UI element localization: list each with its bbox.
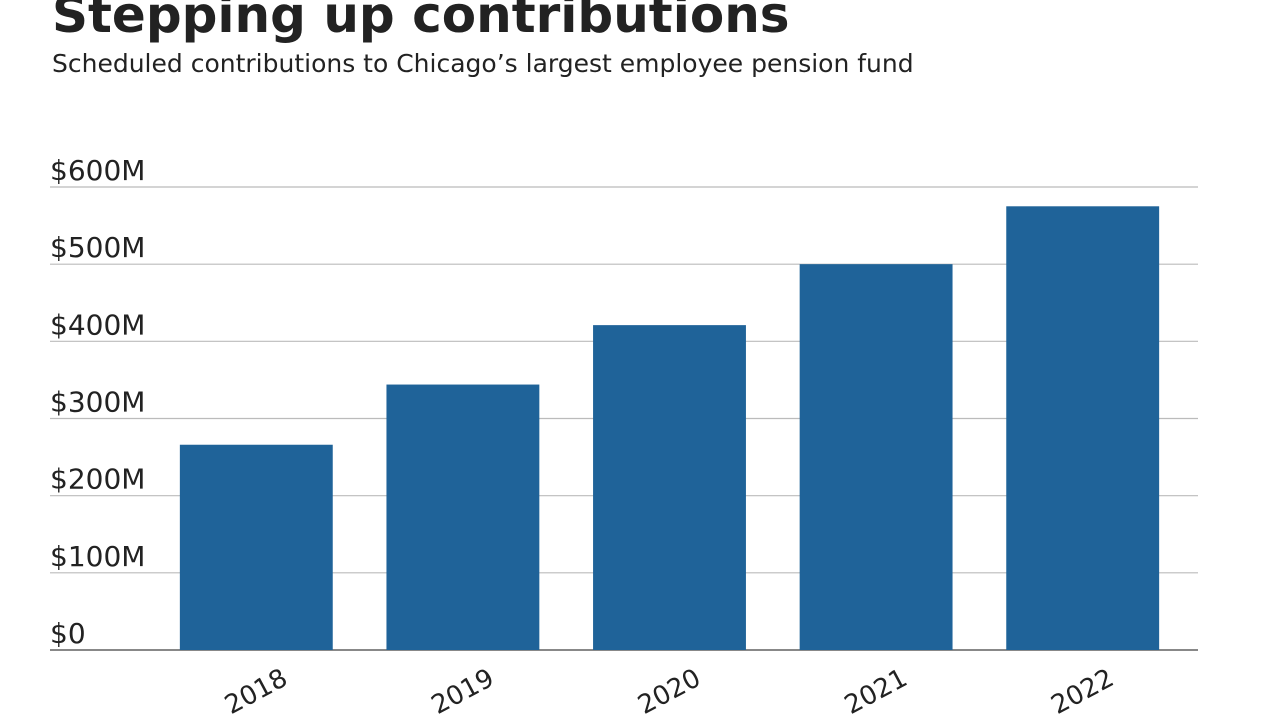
y-tick-label: $400M: [50, 308, 145, 341]
x-tick-label: 2022: [1046, 663, 1119, 720]
bar: [179, 444, 333, 650]
y-tick-label: $100M: [50, 540, 145, 573]
y-tick-label: $0: [50, 617, 86, 650]
y-tick-label: $500M: [50, 231, 145, 264]
chart-subtitle: Scheduled contributions to Chicago’s lar…: [52, 49, 914, 78]
bar: [799, 264, 953, 650]
y-tick-label: $300M: [50, 386, 145, 419]
x-tick-label: 2020: [633, 663, 706, 720]
y-tick-label: $600M: [50, 154, 145, 187]
bar: [1006, 206, 1160, 650]
bar: [386, 384, 540, 650]
x-tick-label: 2021: [840, 663, 913, 720]
chart-title: Stepping up contributions: [52, 0, 790, 44]
x-tick-label: 2018: [220, 663, 293, 720]
y-tick-label: $200M: [50, 463, 145, 496]
x-tick-label: 2019: [427, 663, 500, 720]
bar: [593, 325, 746, 650]
